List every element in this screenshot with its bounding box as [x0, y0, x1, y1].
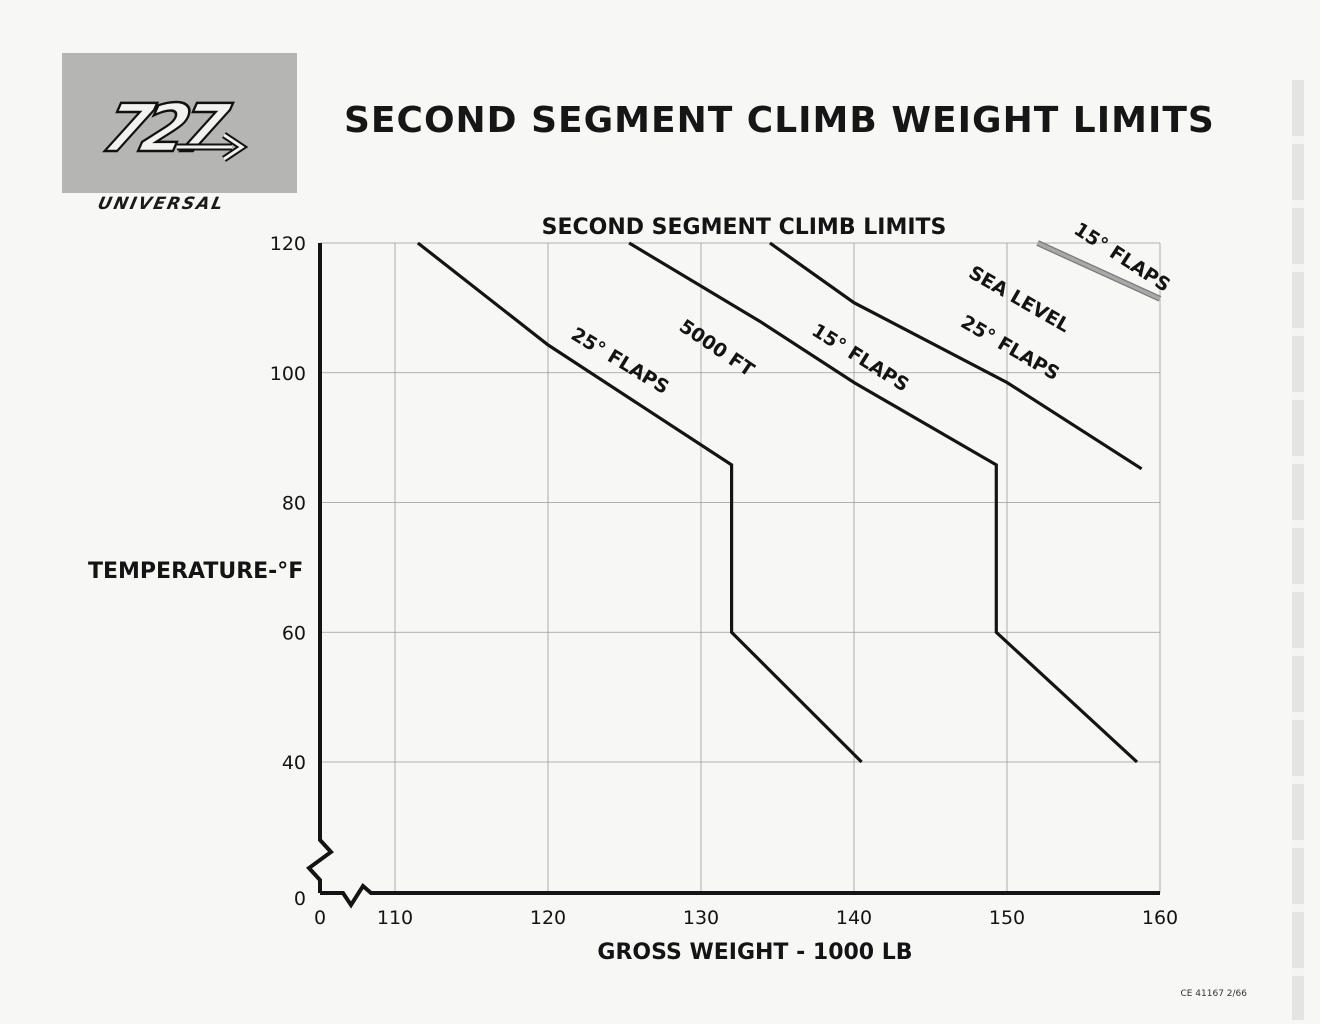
annotation-5: 15° FLAPS: [1070, 218, 1174, 296]
page-edge-strip: [1292, 80, 1304, 1020]
x-tick-label-130: 130: [683, 907, 719, 929]
chart-title: SECOND SEGMENT CLIMB LIMITS: [542, 215, 947, 240]
y-axis-label: TEMPERATURE-°F: [88, 559, 303, 584]
axes: [306, 243, 1160, 909]
series-line-3: [1036, 241, 1161, 301]
y-axis-line: [306, 243, 334, 893]
x-tick-label-140: 140: [836, 907, 872, 929]
tick-labels: 0 110 120 130 140 150 160 0 40 60 80 100 120: [270, 233, 1178, 929]
x-tick-label-150: 150: [989, 907, 1025, 929]
y-tick-label-0: 0: [294, 888, 306, 910]
logo-727-mark: 727: [94, 89, 249, 168]
y-tick-label-120: 120: [270, 233, 306, 255]
logo-727: 727: [62, 53, 297, 193]
series-lines: [416, 240, 1162, 764]
y-tick-label-80: 80: [282, 493, 306, 515]
series-line-0: [416, 241, 863, 764]
x-axis-line: [320, 882, 1160, 909]
x-tick-label-110: 110: [377, 907, 413, 929]
y-tick-label-100: 100: [270, 363, 306, 385]
annotation-1: 5000 FT: [675, 315, 758, 381]
x-tick-label-0: 0: [314, 907, 326, 929]
page-title: SECOND SEGMENT CLIMB WEIGHT LIMITS: [344, 100, 1215, 141]
series-line-1: [628, 241, 1139, 764]
annotation-0: 25° FLAPS: [567, 323, 673, 398]
doc-code: CE 41167 2/66: [1180, 989, 1247, 999]
y-tick-label-40: 40: [282, 752, 306, 774]
grid: [320, 242, 1161, 893]
x-tick-label-160: 160: [1142, 907, 1178, 929]
logo-arrow-icon: [177, 132, 249, 162]
x-tick-label-120: 120: [530, 907, 566, 929]
y-tick-label-60: 60: [282, 622, 306, 644]
series-line-2: [768, 241, 1143, 471]
x-axis-label: GROSS WEIGHT - 1000 LB: [597, 940, 912, 965]
